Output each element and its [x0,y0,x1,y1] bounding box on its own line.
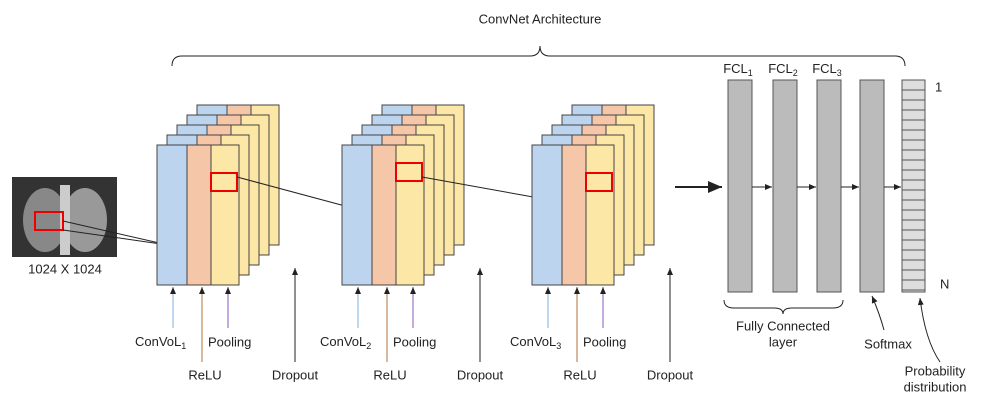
fc-label: layer [769,334,798,349]
label-text: ConVoL [135,334,181,349]
blue-map [532,145,562,285]
softmax-layer [860,80,884,292]
brace [724,300,843,314]
arrow [872,296,884,330]
label: FCL3 [812,61,842,78]
pooling-label: Pooling [583,334,626,349]
fc-layers [728,80,841,292]
fc-layer [817,80,841,292]
fc-layer [773,80,797,292]
relu-label: ReLU [188,367,221,382]
label-text: ConVoL [320,334,366,349]
yellow-map [396,145,424,285]
label-sub: 1 [748,68,753,78]
label-sub: 2 [793,68,798,78]
blue-map [157,145,187,285]
output-top: 1 [935,79,942,94]
orange-map [562,145,586,285]
arrow [920,298,940,362]
yellow-map [211,145,239,285]
label-text: FCL [723,61,748,76]
relu-label: ReLU [563,367,596,382]
title: ConvNet Architecture [479,11,602,26]
output-label: distribution [904,379,967,394]
orange-map [187,145,211,285]
label: FCL2 [768,61,798,78]
brace [172,46,905,66]
label-sub: 3 [556,341,561,351]
softmax-label: Softmax [864,336,912,351]
probability-vector [902,80,925,292]
pooling-label: Pooling [393,334,436,349]
dropout-label: Dropout [272,367,319,382]
yellow-map [586,145,614,285]
label-text: ConVoL [510,334,556,349]
label-sub: 1 [181,341,186,351]
label-sub: 3 [837,68,842,78]
input-label: 1024 X 1024 [28,261,102,276]
label-text: FCL [768,61,793,76]
pooling-label: Pooling [208,334,251,349]
label: ConVoL2 [320,334,371,351]
fc-label: Fully Connected [736,318,830,333]
blue-map [342,145,372,285]
dropout-label: Dropout [647,367,694,382]
fc-layer [728,80,752,292]
orange-map [372,145,396,285]
label: ConVoL3 [510,334,561,351]
label-sub: 2 [366,341,371,351]
diagram: ConvNet Architecture 1024 X 1024 Fully C… [0,0,987,394]
output-label: Probability [905,363,966,378]
label-text: FCL [812,61,837,76]
relu-label: ReLU [373,367,406,382]
label: ConVoL1 [135,334,186,351]
input-image [12,177,117,257]
dropout-label: Dropout [457,367,504,382]
output-bottom: N [940,276,949,291]
label: FCL1 [723,61,753,78]
